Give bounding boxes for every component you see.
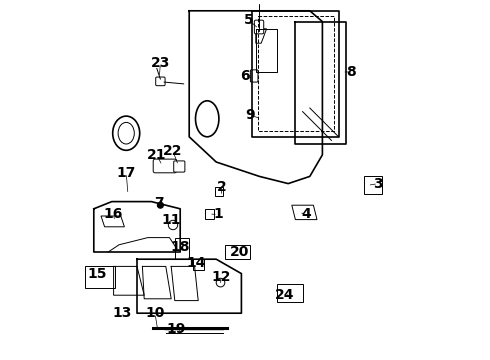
Circle shape — [157, 202, 163, 208]
Text: 18: 18 — [171, 240, 190, 253]
Text: 1: 1 — [213, 207, 223, 221]
Polygon shape — [277, 284, 303, 302]
Text: 22: 22 — [163, 144, 183, 158]
Text: 14: 14 — [187, 256, 206, 270]
Text: 20: 20 — [230, 245, 249, 259]
Text: 19: 19 — [167, 323, 186, 336]
Text: 12: 12 — [212, 270, 231, 284]
Text: 13: 13 — [113, 306, 132, 320]
Text: 17: 17 — [117, 166, 136, 180]
Text: 15: 15 — [88, 267, 107, 280]
Ellipse shape — [118, 122, 134, 144]
Text: 9: 9 — [245, 108, 255, 122]
Text: 8: 8 — [346, 65, 356, 79]
Polygon shape — [101, 216, 124, 227]
Text: 4: 4 — [301, 207, 311, 221]
Polygon shape — [292, 205, 317, 220]
Text: 2: 2 — [217, 180, 226, 194]
FancyBboxPatch shape — [174, 161, 185, 172]
Text: 3: 3 — [373, 177, 383, 190]
Polygon shape — [193, 259, 204, 270]
Polygon shape — [85, 266, 116, 288]
Text: 7: 7 — [154, 197, 163, 210]
FancyBboxPatch shape — [250, 70, 258, 82]
FancyBboxPatch shape — [254, 20, 264, 34]
Circle shape — [216, 278, 225, 287]
Text: 23: 23 — [151, 56, 170, 70]
Polygon shape — [216, 187, 223, 196]
Text: 11: 11 — [161, 213, 181, 226]
FancyBboxPatch shape — [153, 159, 176, 173]
Text: 16: 16 — [104, 207, 123, 221]
Polygon shape — [205, 209, 215, 219]
Ellipse shape — [113, 116, 140, 150]
Text: 5: 5 — [244, 13, 253, 27]
Polygon shape — [225, 245, 250, 259]
FancyBboxPatch shape — [156, 77, 165, 86]
Circle shape — [169, 220, 178, 230]
Polygon shape — [364, 176, 382, 194]
Text: 10: 10 — [146, 306, 165, 320]
Text: 21: 21 — [147, 148, 167, 162]
Text: 6: 6 — [240, 69, 250, 82]
Text: 24: 24 — [275, 288, 294, 302]
Polygon shape — [256, 29, 267, 43]
Ellipse shape — [196, 101, 219, 137]
Polygon shape — [175, 238, 189, 259]
